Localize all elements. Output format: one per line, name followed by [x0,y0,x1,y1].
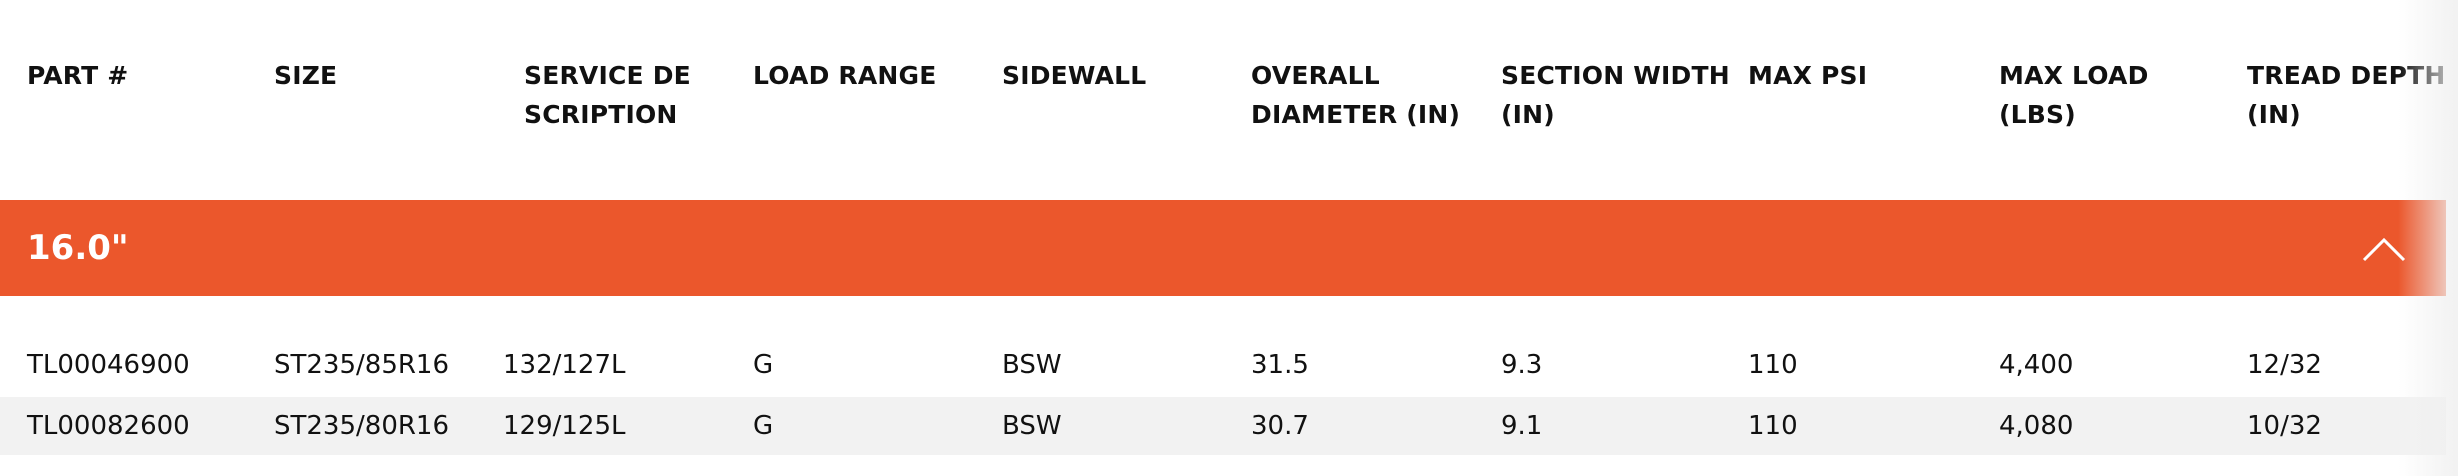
table-cell: BSW [1002,350,1062,380]
table-cell: 4,400 [1999,350,2074,380]
column-header: PART # [27,61,129,90]
table-cell: BSW [1002,411,1062,441]
table-cell: 31.5 [1251,350,1309,380]
table-cell: 132/127L [503,350,626,380]
column-header: LOAD RANGE [753,61,937,90]
table-cell: 12/32 [2247,350,2322,380]
table-row: TL00046900 ST235/85R16 132/127L G BSW 31.5 9.3… [0,336,2446,394]
table-cell: ST235/85R16 [274,350,450,380]
column-header: SERVICE DESCRIPTION [524,61,691,129]
table-cell: 110 [1748,411,1798,441]
table-cell: 30.7 [1251,411,1309,441]
collapse-icon[interactable] [2362,234,2406,262]
table-cell: 129/125L [503,411,626,441]
group-header[interactable]: 16.0" [0,200,2446,296]
column-header: SECTION WIDTH (IN) [1501,61,1730,129]
column-header: MAX LOAD (LBS) [1999,61,2149,129]
column-header: MAX PSI [1748,61,1868,90]
table-cell: 9.1 [1501,411,1543,441]
table-cell: G [753,350,774,380]
table-cell: TL00046900 [27,350,190,380]
table-cell: ST235/80R16 [274,411,450,441]
column-header: SIDEWALL [1002,61,1147,90]
table-row: TL00082600 ST235/80R16 129/125L G BSW 30.7 9.1… [0,397,2446,455]
table-cell: 10/32 [2247,411,2322,441]
group-label: 16.0" [27,228,129,268]
table-cell: 110 [1748,350,1798,380]
table-cell: 9.3 [1501,350,1543,380]
table-cell: TL00082600 [27,411,190,441]
column-header: SIZE [274,61,338,90]
table-cell: G [753,411,774,441]
table-cell: 4,080 [1999,411,2074,441]
scroll-fade [2398,0,2458,476]
column-header: OVERALL DIAMETER (IN) [1251,61,1461,129]
